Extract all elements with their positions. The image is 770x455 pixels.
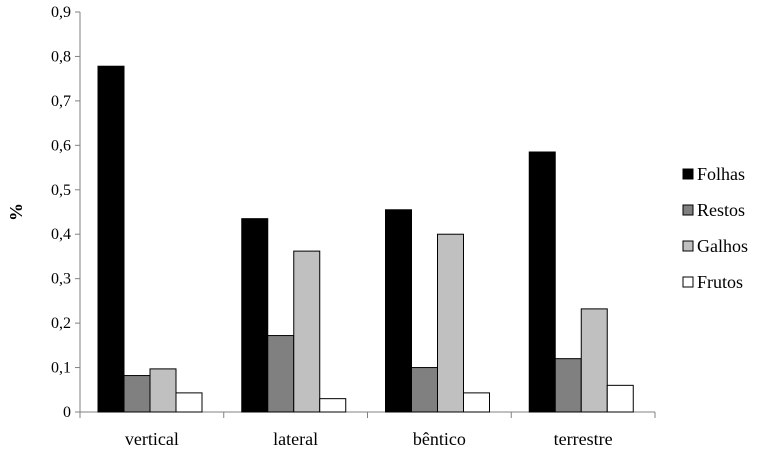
bar-folhas-2 (241, 218, 269, 413)
bar-frutos-4 (606, 384, 634, 413)
bar-folhas-1 (97, 65, 125, 413)
x-tick-label: terrestre (554, 429, 613, 449)
legend-swatch-frutos (682, 276, 694, 288)
bar-folhas-3 (385, 209, 412, 413)
bar-restos-3 (411, 367, 438, 413)
y-tick-label: 0 (63, 404, 71, 421)
y-axis-label: % (6, 203, 26, 221)
legend-label-galhos: Galhos (697, 236, 748, 256)
bar-galhos-2 (293, 250, 321, 413)
bar-galhos-1 (149, 368, 177, 413)
bars (97, 65, 634, 413)
legend: Folhas Restos Galhos Frutos (682, 164, 748, 292)
bar-frutos-2 (319, 398, 347, 413)
legend-swatch-restos (682, 204, 694, 216)
y-tick-label: 0,2 (51, 315, 71, 332)
bar-restos-2 (267, 335, 295, 413)
y-tick-label: 0,9 (51, 4, 71, 21)
axes: 0 0,1 0,2 0,3 0,4 0,5 0,6 0,7 0,8 0,9 (51, 4, 656, 421)
legend-label-folhas: Folhas (697, 164, 745, 184)
bar-galhos-4 (580, 308, 608, 413)
y-tick-label: 0,8 (51, 48, 71, 65)
x-tick-label: vertical (125, 429, 179, 449)
y-tick-label: 0,6 (51, 137, 71, 154)
legend-label-restos: Restos (697, 200, 745, 220)
bar-frutos-3 (463, 392, 490, 413)
y-tick-label: 0,7 (51, 93, 71, 110)
bar-galhos-3 (437, 233, 464, 413)
bar-restos-1 (123, 375, 151, 413)
y-tick-label: 0,3 (51, 271, 71, 288)
bar-frutos-1 (175, 392, 203, 413)
y-tick-label: 0,5 (51, 182, 71, 199)
x-tick-label: bêntico (413, 429, 466, 449)
bar-folhas-4 (528, 151, 556, 413)
x-tick-label: lateral (273, 429, 318, 449)
legend-swatch-galhos (682, 240, 694, 252)
category-labels: vertical lateral bêntico terrestre (125, 429, 613, 449)
y-tick-label: 0,4 (51, 226, 71, 243)
legend-label-frutos: Frutos (697, 272, 743, 292)
legend-swatch-folhas (682, 168, 694, 180)
y-tick-label: 0,1 (51, 360, 71, 377)
bar-restos-4 (554, 358, 582, 413)
